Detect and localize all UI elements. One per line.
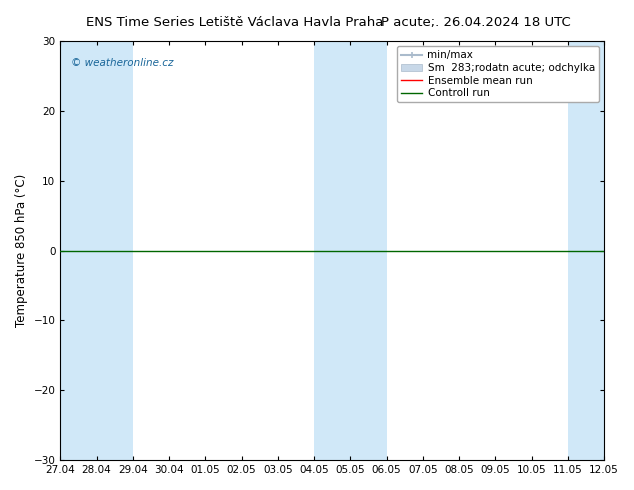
Text: ENS Time Series Letiště Václava Havla Praha: ENS Time Series Letiště Václava Havla Pr… [86,16,384,29]
Text: © weatheronline.cz: © weatheronline.cz [71,58,174,68]
Bar [568,41,604,460]
Y-axis label: Temperature 850 hPa (°C): Temperature 850 hPa (°C) [15,174,28,327]
Legend: min/max, Sm  283;rodatn acute; odchylka, Ensemble mean run, Controll run: min/max, Sm 283;rodatn acute; odchylka, … [398,46,599,102]
Text: P acute;. 26.04.2024 18 UTC: P acute;. 26.04.2024 18 UTC [380,16,571,29]
Bar [314,41,387,460]
Bar [60,41,133,460]
